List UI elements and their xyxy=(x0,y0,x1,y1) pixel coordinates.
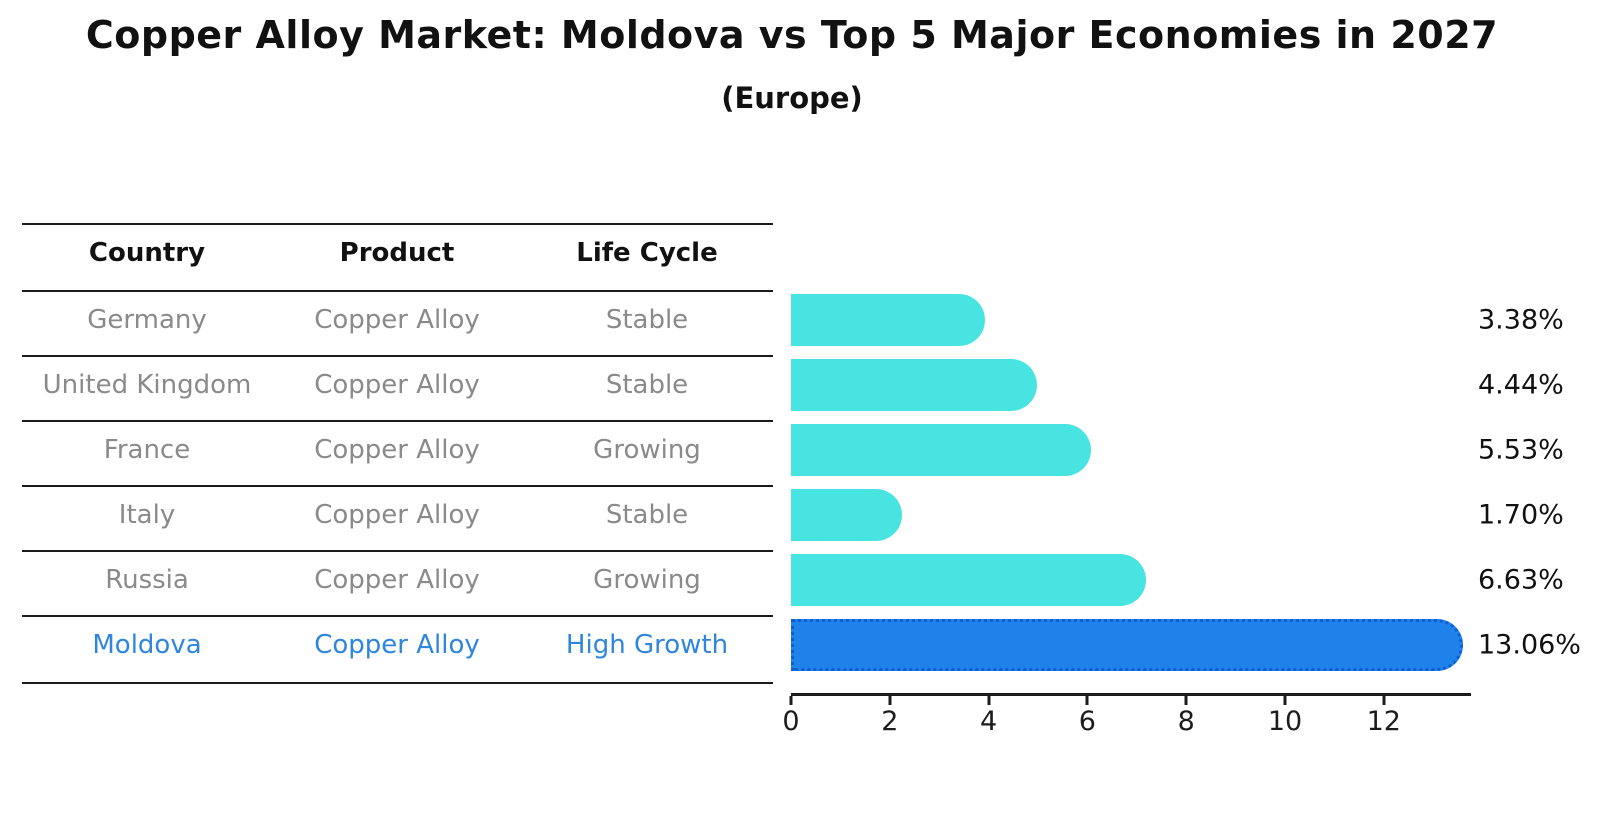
table-cell-country: France xyxy=(103,435,191,465)
x-tick-label: 2 xyxy=(881,706,899,737)
table-cell-country: Germany xyxy=(87,305,207,335)
chart-subtitle: (Europe) xyxy=(721,81,863,115)
bar-moldova xyxy=(791,619,1464,671)
table-separator-line xyxy=(22,550,773,552)
table-separator-line xyxy=(22,223,773,225)
table-separator-line xyxy=(22,290,773,292)
table-header-product: Product xyxy=(339,238,455,268)
table-cell-life-cycle: Growing xyxy=(593,565,701,595)
bar-value-label: 1.70% xyxy=(1478,499,1564,531)
table-separator-line xyxy=(22,485,773,487)
table-cell-product: Copper Alloy xyxy=(314,500,480,530)
x-tick-label: 6 xyxy=(1078,706,1096,737)
table-cell-life-cycle: Stable xyxy=(605,305,689,335)
table-separator-line xyxy=(22,355,773,357)
table-cell-product: Copper Alloy xyxy=(314,435,480,465)
bar-italy xyxy=(791,489,902,541)
table-cell-country: Russia xyxy=(105,565,189,595)
table-cell-product: Copper Alloy xyxy=(314,565,480,595)
x-tick-label: 0 xyxy=(782,706,800,737)
table-separator-line xyxy=(22,682,773,684)
bar-germany xyxy=(791,294,985,346)
table-cell-life-cycle: High Growth xyxy=(565,630,729,660)
bar-value-label: 4.44% xyxy=(1478,369,1564,401)
x-tick-label: 10 xyxy=(1267,706,1303,737)
x-tick-label: 12 xyxy=(1366,706,1401,737)
x-axis-line xyxy=(791,693,1471,696)
table-cell-life-cycle: Stable xyxy=(605,500,689,530)
table-cell-life-cycle: Stable xyxy=(605,370,689,400)
bar-value-label: 5.53% xyxy=(1478,434,1564,466)
x-tick-mark xyxy=(1283,696,1287,705)
bar-value-label: 3.38% xyxy=(1478,304,1564,336)
bar-france xyxy=(791,424,1092,476)
bar-russia xyxy=(791,554,1146,606)
x-tick-mark xyxy=(987,696,991,705)
x-tick-mark xyxy=(1085,696,1089,705)
bar-value-label: 13.06% xyxy=(1478,629,1581,661)
bar-value-label: 6.63% xyxy=(1478,564,1564,596)
table-cell-country: United Kingdom xyxy=(42,370,252,400)
table-cell-product: Copper Alloy xyxy=(314,305,480,335)
table-separator-line xyxy=(22,420,773,422)
x-tick-label: 4 xyxy=(980,706,998,737)
bar-united-kingdom xyxy=(791,359,1038,411)
table-separator-line xyxy=(22,615,773,617)
chart-title: Copper Alloy Market: Moldova vs Top 5 Ma… xyxy=(85,13,1499,57)
table-cell-product: Copper Alloy xyxy=(314,630,480,660)
table-cell-country: Italy xyxy=(118,500,176,530)
x-tick-mark xyxy=(1382,696,1386,705)
table-header-country: Country xyxy=(88,238,206,268)
table-cell-product: Copper Alloy xyxy=(314,370,480,400)
table-header-life-cycle: Life Cycle xyxy=(576,238,718,268)
table-cell-life-cycle: Growing xyxy=(593,435,701,465)
x-tick-mark xyxy=(1184,696,1188,705)
table-cell-country: Moldova xyxy=(92,630,202,660)
x-tick-mark xyxy=(789,696,793,705)
x-tick-label: 8 xyxy=(1177,706,1195,737)
x-tick-mark xyxy=(888,696,892,705)
